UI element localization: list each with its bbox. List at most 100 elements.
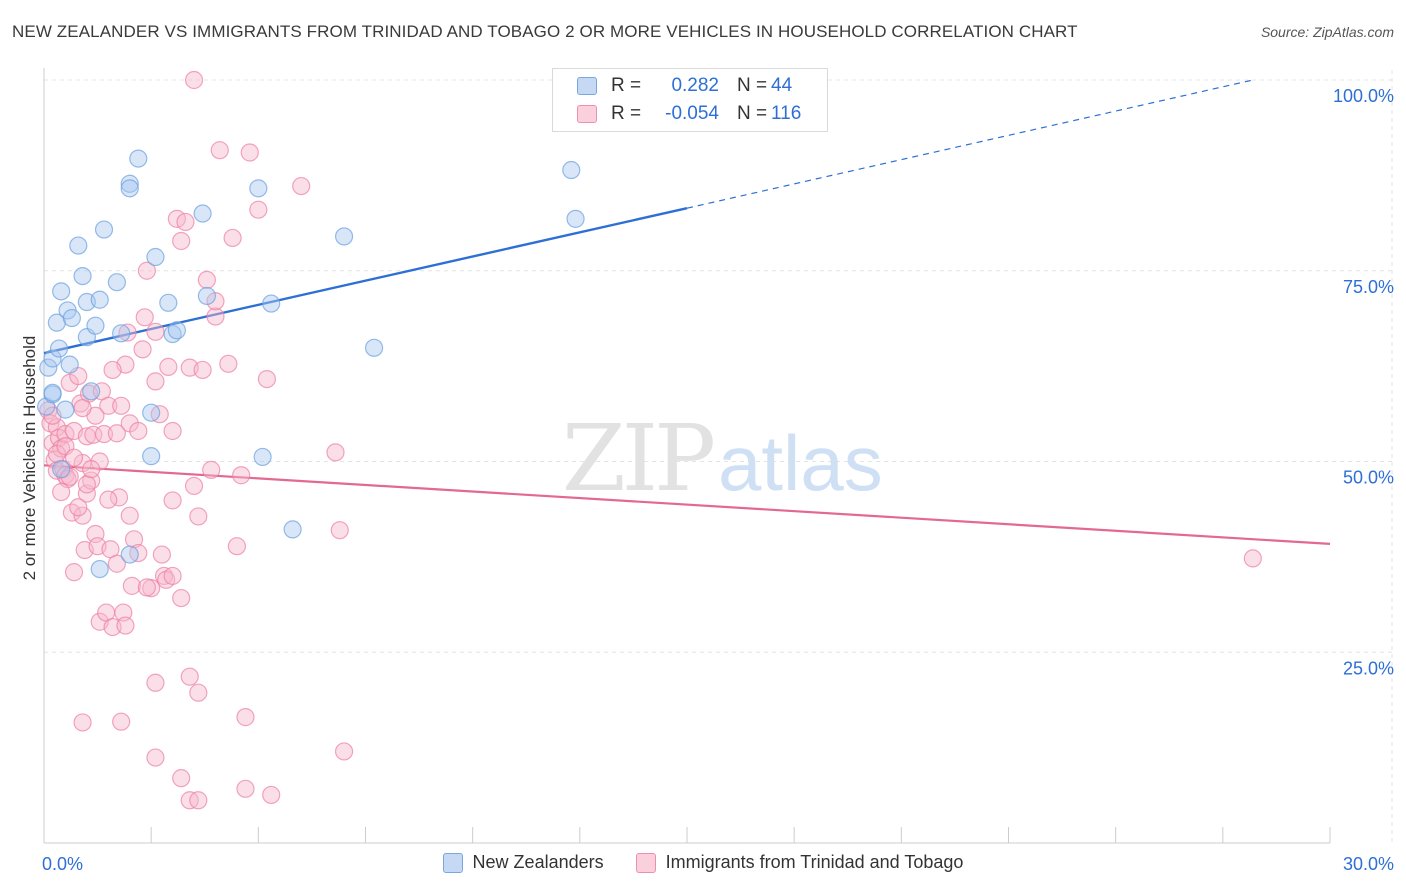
legend-item-trinidad-tobago[interactable]: Immigrants from Trinidad and Tobago: [635, 852, 964, 873]
point-trinidad-tobago: [206, 292, 225, 311]
point-trinidad-tobago: [112, 396, 131, 415]
stats-legend: R = 0.282 N = 44 R = -0.054 N = 116: [552, 68, 828, 132]
point-new-zealanders: [60, 355, 79, 374]
point-trinidad-tobago: [133, 340, 152, 359]
trend-lines: [43, 79, 1331, 546]
point-trinidad-tobago: [249, 200, 268, 219]
legend-label-tt: Immigrants from Trinidad and Tobago: [665, 852, 964, 872]
data-points: [37, 70, 1262, 810]
point-trinidad-tobago: [257, 369, 277, 389]
point-new-zealanders: [86, 316, 105, 335]
point-trinidad-tobago: [236, 708, 255, 727]
point-trinidad-tobago: [109, 488, 129, 507]
point-new-zealanders: [142, 403, 161, 422]
point-new-zealanders: [120, 545, 139, 564]
r-value: -0.054: [665, 103, 719, 124]
point-trinidad-tobago: [326, 443, 345, 462]
point-new-zealanders: [159, 293, 178, 312]
point-trinidad-tobago: [219, 354, 238, 373]
point-new-zealanders: [364, 338, 384, 357]
point-new-zealanders: [56, 400, 75, 419]
n-value: 116: [771, 103, 802, 124]
r-label: R =: [611, 103, 642, 124]
point-new-zealanders: [43, 349, 62, 368]
point-trinidad-tobago: [146, 322, 165, 341]
point-new-zealanders: [90, 290, 109, 309]
point-trinidad-tobago: [73, 506, 92, 525]
n-value: 44: [771, 75, 793, 96]
point-trinidad-tobago: [262, 785, 281, 805]
point-trinidad-tobago: [152, 545, 171, 564]
point-trinidad-tobago: [223, 228, 242, 248]
point-new-zealanders: [69, 236, 88, 255]
point-new-zealanders: [94, 220, 114, 239]
point-trinidad-tobago: [330, 521, 349, 540]
point-trinidad-tobago: [118, 323, 137, 342]
stats-legend-row-nz: R = 0.282 N = 44: [577, 74, 792, 98]
point-trinidad-tobago: [184, 70, 204, 90]
watermark-zip: ZIP: [562, 405, 713, 512]
legend-item-new-zealanders[interactable]: New Zealanders: [442, 852, 604, 873]
point-trinidad-tobago: [137, 261, 156, 280]
point-trinidad-tobago: [94, 424, 114, 444]
point-new-zealanders: [82, 382, 101, 401]
y-tick-label: 25.0%: [1343, 658, 1394, 678]
point-trinidad-tobago: [99, 490, 118, 509]
point-trinidad-tobago: [69, 498, 88, 517]
point-trinidad-tobago: [292, 176, 311, 196]
point-trinidad-tobago: [122, 576, 141, 595]
point-new-zealanders: [167, 321, 186, 340]
point-new-zealanders: [283, 520, 302, 539]
point-new-zealanders: [107, 273, 126, 292]
point-trinidad-tobago: [210, 141, 229, 160]
point-trinidad-tobago: [240, 143, 259, 162]
point-trinidad-tobago: [77, 475, 96, 494]
point-trinidad-tobago: [197, 270, 216, 290]
point-trinidad-tobago: [189, 507, 208, 526]
point-trinidad-tobago: [227, 537, 246, 556]
point-trinidad-tobago: [184, 476, 204, 496]
point-trinidad-tobago: [189, 683, 208, 702]
point-new-zealanders: [90, 559, 109, 579]
tick-labels: 0.0% 30.0% 25.0% 50.0% 75.0% 100.0%: [42, 86, 1394, 874]
point-trinidad-tobago: [135, 308, 154, 327]
source-label: Source: ZipAtlas.com: [1260, 24, 1394, 40]
legend-swatch-tt: [635, 852, 656, 873]
point-trinidad-tobago: [334, 742, 354, 761]
point-trinidad-tobago: [120, 506, 139, 525]
point-trinidad-tobago: [103, 360, 122, 380]
point-new-zealanders: [129, 149, 148, 168]
point-new-zealanders: [120, 179, 139, 198]
point-trinidad-tobago: [52, 482, 71, 502]
point-trinidad-tobago: [129, 421, 148, 441]
watermark: ZIP atlas: [562, 405, 883, 512]
point-new-zealanders: [39, 358, 58, 377]
point-new-zealanders: [566, 209, 585, 228]
point-new-zealanders: [49, 339, 69, 358]
trend-line-new-zealanders-extension: [686, 79, 1253, 209]
point-trinidad-tobago: [1243, 549, 1262, 568]
y-tick-label: 50.0%: [1343, 468, 1394, 488]
point-new-zealanders: [52, 460, 71, 479]
point-trinidad-tobago: [73, 398, 92, 418]
point-trinidad-tobago: [64, 563, 84, 582]
point-trinidad-tobago: [232, 466, 251, 485]
point-new-zealanders: [197, 286, 216, 306]
point-trinidad-tobago: [163, 421, 182, 441]
point-new-zealanders: [253, 447, 272, 467]
x-tick-label: 0.0%: [42, 854, 83, 874]
trend-line-new-zealanders: [43, 207, 688, 355]
point-trinidad-tobago: [107, 424, 126, 443]
point-new-zealanders: [193, 204, 212, 223]
y-tick-label: 100.0%: [1333, 86, 1394, 106]
point-trinidad-tobago: [112, 712, 131, 731]
point-trinidad-tobago: [236, 779, 255, 798]
x-tick-label: 30.0%: [1343, 854, 1394, 874]
y-tick-label: 75.0%: [1343, 277, 1394, 297]
point-trinidad-tobago: [172, 231, 191, 251]
n-label: N =: [737, 75, 768, 96]
point-trinidad-tobago: [172, 769, 191, 788]
point-trinidad-tobago: [99, 396, 118, 415]
trend-line-trinidad-tobago: [43, 464, 1331, 546]
